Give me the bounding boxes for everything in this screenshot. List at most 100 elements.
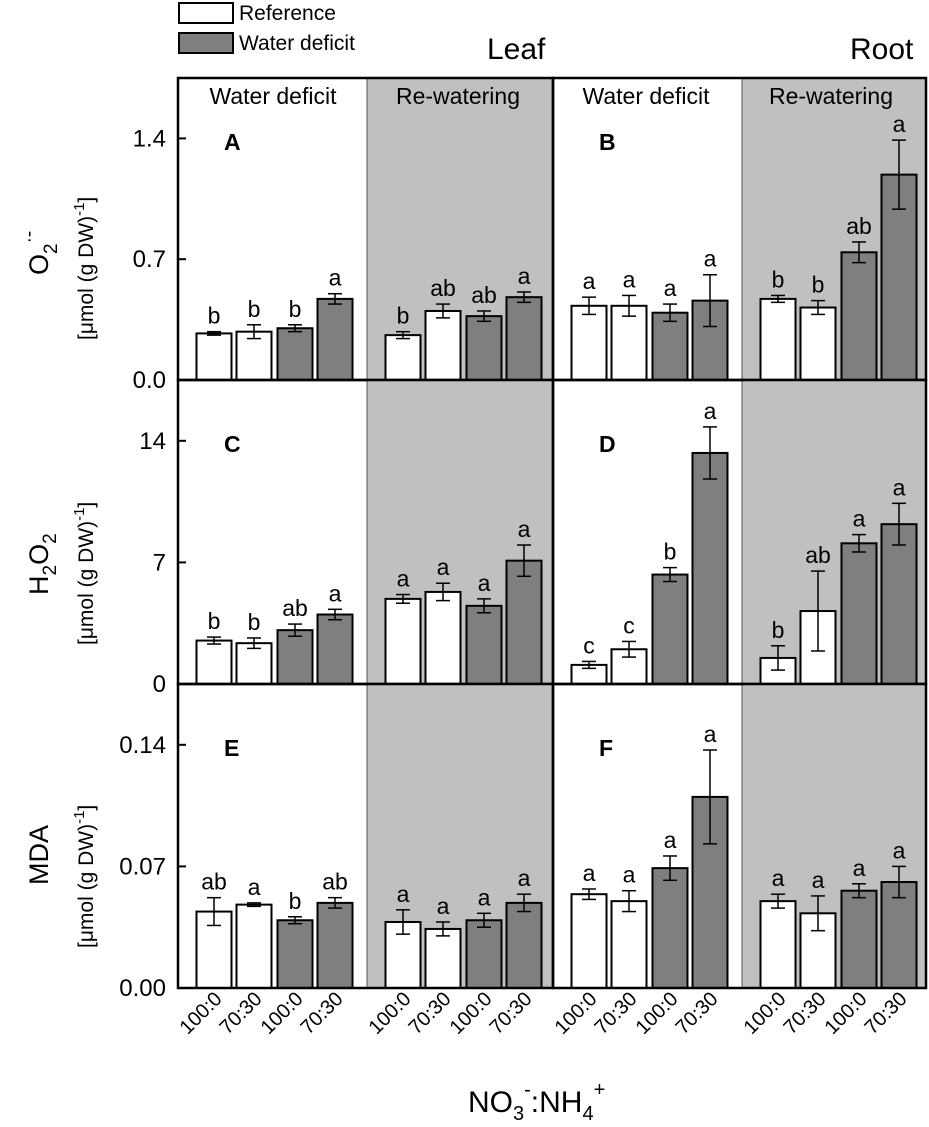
significance-letter: a — [664, 827, 677, 853]
bar — [610, 304, 648, 381]
phase-header-root-deficit: Water deficit — [583, 83, 711, 109]
significance-letter: b — [289, 296, 302, 322]
significance-letter: a — [623, 862, 636, 888]
bar — [276, 919, 314, 989]
bar — [759, 900, 797, 990]
significance-letter: a — [853, 855, 866, 881]
significance-letter: a — [853, 506, 866, 532]
row-h2o2-symbol: H2O2 — [24, 533, 61, 595]
significance-letter: ab — [846, 213, 872, 239]
bar — [316, 901, 354, 990]
bar — [465, 315, 503, 381]
significance-letter: a — [772, 865, 785, 891]
significance-letter: a — [893, 474, 906, 500]
x-tick-label: 100:0 — [821, 988, 872, 1039]
panel-F: Fa 100:0 a 70:30 a 100:0 a 70:30 a 100:0 a 70:30 a 10… — [551, 682, 928, 1039]
significance-letter: a — [518, 516, 531, 542]
row-label-mda: MDA [μmol (g DW)-1] — [24, 805, 98, 948]
bar — [759, 297, 797, 381]
significance-letter: a — [437, 554, 450, 580]
significance-letter: a — [583, 860, 596, 886]
bar — [840, 251, 878, 382]
significance-letter: a — [704, 246, 717, 272]
phase-header-leaf-deficit: Water deficit — [210, 83, 338, 109]
row-o2-unit: [μmol (g DW)-1] — [71, 197, 98, 340]
row-mda-symbol: MDA — [24, 825, 54, 885]
significance-letter: a — [397, 881, 410, 907]
organ-title-leaf: Leaf — [487, 33, 546, 66]
significance-letter: a — [478, 570, 491, 596]
bar — [235, 642, 273, 685]
bar — [651, 867, 689, 989]
bar — [384, 334, 422, 382]
y-tick-label: 0.7 — [133, 246, 166, 273]
significance-letter: c — [623, 612, 635, 638]
bar — [424, 590, 462, 686]
phase-header-root-rewatering: Re-watering — [769, 83, 893, 109]
significance-letter: b — [208, 608, 221, 634]
row-h2o2-unit: [μmol (g DW)-1] — [71, 502, 98, 645]
y-tick-label: 7 — [153, 549, 166, 576]
significance-letter: a — [812, 867, 825, 893]
significance-letter: b — [248, 296, 261, 322]
bar — [799, 306, 837, 381]
significance-letter: a — [704, 398, 717, 424]
x-tick-label: 70:30 — [861, 988, 912, 1039]
bar — [235, 903, 273, 989]
significance-letter: ab — [471, 282, 497, 308]
y-tick-label: 0 — [153, 671, 166, 698]
panel-label: A — [224, 129, 241, 155]
panel-E: Eab 100:0 a 70:30 b 100:0 ab 70:30 a 100:0 a 70:30 a… — [119, 682, 555, 1039]
x-tick-label: 70:30 — [672, 988, 723, 1039]
significance-letter: a — [664, 275, 677, 301]
bar — [276, 327, 314, 382]
y-tick-label: 0.00 — [119, 975, 166, 1002]
x-tick-label: 100:0 — [632, 988, 683, 1039]
panel-label: E — [224, 735, 239, 761]
bar — [384, 597, 422, 686]
significance-letter: a — [893, 111, 906, 137]
x-tick-label: 100:0 — [551, 988, 602, 1039]
significance-letter: b — [208, 303, 221, 329]
organ-title-root: Root — [850, 33, 914, 66]
bar — [505, 559, 543, 685]
legend-deficit-label: Water deficit — [239, 32, 355, 55]
significance-letter: ab — [282, 595, 308, 621]
significance-letter: a — [623, 266, 636, 292]
x-tick-label: 70:30 — [297, 988, 348, 1039]
x-tick-label: 70:30 — [591, 988, 642, 1039]
x-tick-label: 70:30 — [216, 988, 267, 1039]
legend-deficit-swatch — [178, 32, 234, 54]
panel-label: C — [224, 431, 241, 457]
bar — [570, 304, 608, 381]
row-label-o2: O2·- [μmol (g DW)-1] — [19, 197, 98, 340]
significance-letter: a — [518, 865, 531, 891]
significance-letter: ab — [430, 275, 456, 301]
significance-letter: c — [583, 632, 595, 658]
significance-letter: b — [772, 617, 785, 643]
row-o2-symbol: O2·- — [19, 231, 62, 275]
x-tick-label: 100:0 — [740, 988, 791, 1039]
x-axis-title: NO3-:NH4+ — [468, 1079, 605, 1125]
significance-letter: a — [397, 566, 410, 592]
significance-letter: b — [289, 888, 302, 914]
significance-letter: ab — [805, 542, 831, 568]
significance-letter: b — [248, 609, 261, 635]
y-tick-label: 0.14 — [119, 732, 166, 759]
significance-letter: ab — [322, 869, 348, 895]
significance-letter: a — [329, 265, 342, 291]
x-tick-label: 70:30 — [405, 988, 456, 1039]
significance-letter: a — [893, 837, 906, 863]
bar — [195, 639, 233, 685]
x-tick-label: 100:0 — [365, 988, 416, 1039]
bar — [880, 523, 918, 685]
significance-letter: ab — [201, 869, 227, 895]
x-tick-label: 100:0 — [446, 988, 497, 1039]
bar — [840, 889, 878, 989]
bar — [880, 881, 918, 990]
